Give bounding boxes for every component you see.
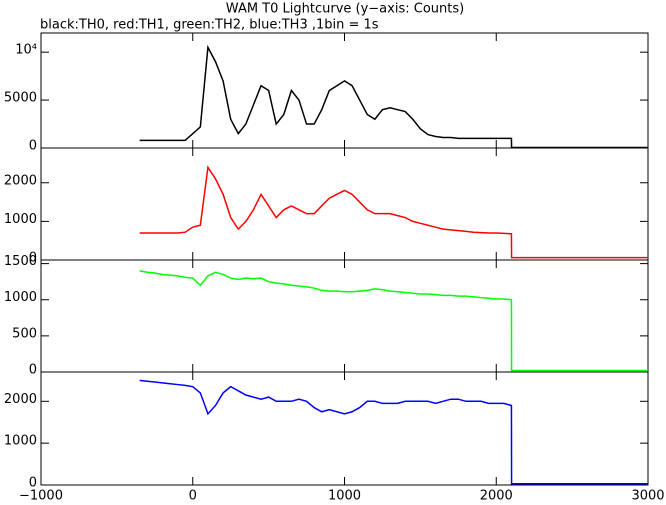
panel-frame [40,32,649,149]
series-line [139,165,648,259]
y-tick-label: 2000 [4,173,37,188]
panel-frame [40,371,649,486]
y-tick-label: 1500 [4,254,37,269]
y-tick-label: 5000 [4,91,37,106]
y-tick-label: 10⁴ [15,43,37,58]
y-tick-label: 2000 [4,392,37,407]
y-tick-label: 0 [29,476,37,491]
panel-frame [40,147,649,261]
series-line [139,379,648,485]
series-line [139,270,648,372]
chart-subtitle: black:TH0, red:TH1, green:TH2, blue:TH3 … [40,18,379,33]
x-tick-label: 0 [189,489,197,504]
y-tick-label: 1000 [4,434,37,449]
series-line [139,44,648,149]
chart-title: WAM T0 Lightcurve (y−axis: Counts) [226,2,464,17]
x-tick-label: 3000 [631,489,664,504]
y-tick-label: 0 [29,251,37,266]
x-tick-label: −1000 [19,489,63,504]
y-tick-label: 1000 [4,212,37,227]
y-tick-label: 0 [29,139,37,154]
panel-frame [40,259,649,373]
x-tick-label: 2000 [480,489,513,504]
y-tick-label: 500 [12,326,37,341]
y-tick-label: 0 [29,363,37,378]
y-tick-label: 1000 [4,290,37,305]
x-tick-label: 1000 [328,489,361,504]
